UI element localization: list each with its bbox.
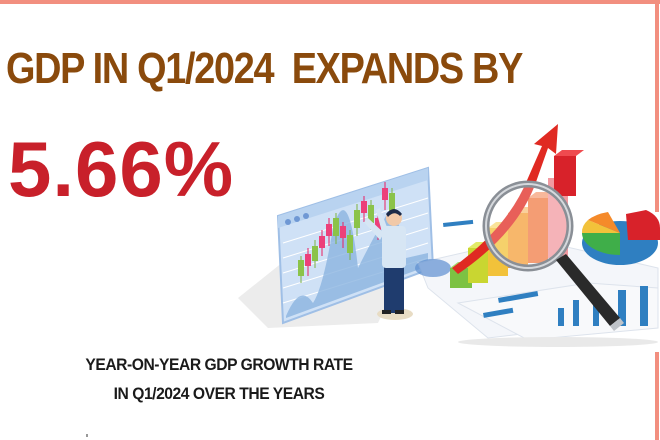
frame-border-top xyxy=(0,0,660,4)
person-icon xyxy=(364,208,413,320)
chart-subtitle-line1: YEAR-ON-YEAR GDP GROWTH RATE xyxy=(85,355,353,374)
gdp-growth-value: 5.66% xyxy=(8,125,235,213)
headline-title: GDP IN Q1/2024 EXPANDS BY xyxy=(6,44,523,93)
candlestick-chart-icon xyxy=(276,166,435,325)
axis-tick-mark xyxy=(86,434,88,437)
magnifying-glass-icon xyxy=(482,180,624,331)
frame-border-right-upper xyxy=(655,0,659,212)
pie-chart-icon xyxy=(581,210,660,265)
trend-arrow-icon xyxy=(452,124,558,274)
frame-border-right-lower xyxy=(655,352,659,440)
economy-illustration xyxy=(228,118,660,350)
chart-subtitle-line2: IN Q1/2024 OVER THE YEARS xyxy=(113,384,325,403)
